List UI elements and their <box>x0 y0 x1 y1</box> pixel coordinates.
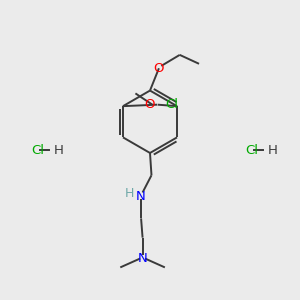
Text: H: H <box>267 143 277 157</box>
Text: O: O <box>154 62 164 75</box>
Text: Cl: Cl <box>245 143 258 157</box>
Text: N: N <box>136 190 146 202</box>
Text: Cl: Cl <box>166 98 178 111</box>
Text: O: O <box>144 98 155 111</box>
Text: H: H <box>125 187 134 200</box>
Text: Cl: Cl <box>31 143 44 157</box>
Text: H: H <box>53 143 63 157</box>
Text: N: N <box>138 252 147 265</box>
